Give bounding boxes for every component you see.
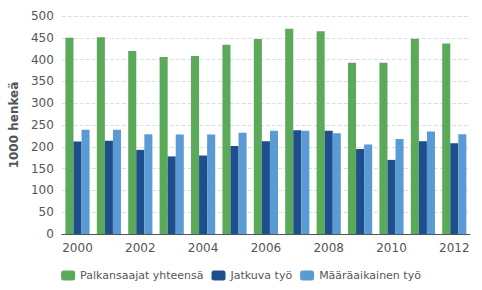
svg-text:2002: 2002 bbox=[125, 241, 156, 255]
svg-text:150: 150 bbox=[31, 162, 54, 176]
svg-text:1000 henkeä: 1000 henkeä bbox=[7, 82, 21, 169]
svg-text:0: 0 bbox=[46, 227, 54, 241]
svg-text:450: 450 bbox=[31, 31, 54, 45]
svg-text:300: 300 bbox=[31, 96, 54, 110]
svg-text:2010: 2010 bbox=[376, 241, 407, 255]
svg-text:2000: 2000 bbox=[62, 241, 93, 255]
svg-text:350: 350 bbox=[31, 74, 54, 88]
svg-text:50: 50 bbox=[39, 205, 54, 219]
svg-text:Palkansaajat yhteensä: Palkansaajat yhteensä bbox=[80, 269, 203, 282]
svg-text:200: 200 bbox=[31, 140, 54, 154]
svg-text:2006: 2006 bbox=[251, 241, 282, 255]
svg-text:100: 100 bbox=[31, 183, 54, 197]
svg-text:2012: 2012 bbox=[439, 241, 470, 255]
svg-text:Jatkuva työ: Jatkuva työ bbox=[230, 269, 293, 282]
svg-text:250: 250 bbox=[31, 118, 54, 132]
svg-text:500: 500 bbox=[31, 9, 54, 23]
svg-text:2004: 2004 bbox=[188, 241, 219, 255]
svg-text:400: 400 bbox=[31, 53, 54, 67]
svg-text:2008: 2008 bbox=[313, 241, 344, 255]
svg-text:Määräaikainen työ: Määräaikainen työ bbox=[319, 269, 421, 282]
